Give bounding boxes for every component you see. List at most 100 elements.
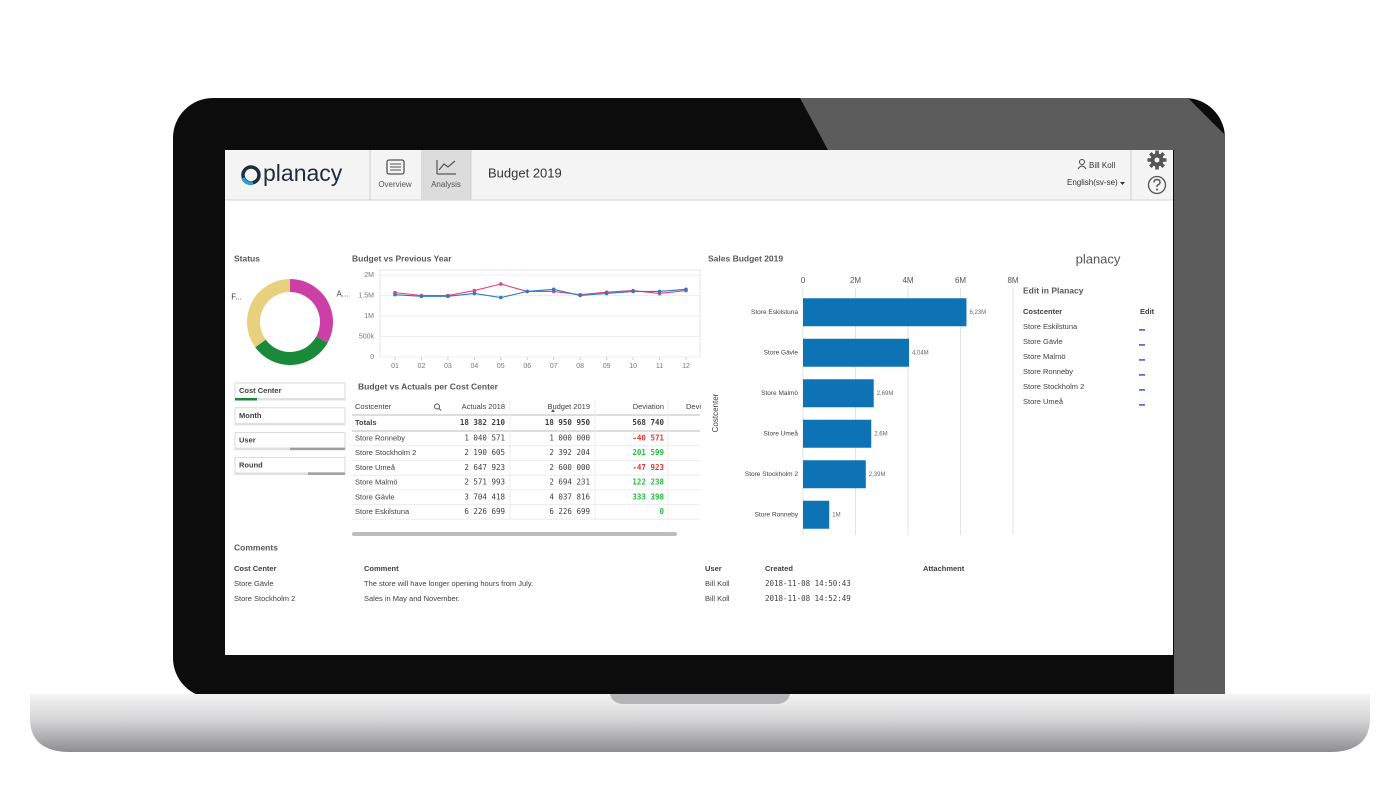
- comment-cell: Store Gävle: [234, 579, 274, 588]
- bar[interactable]: [803, 379, 874, 408]
- filter-track: [235, 398, 345, 401]
- x-tick-label: 05: [497, 363, 505, 370]
- donut-slice[interactable]: [290, 279, 333, 343]
- filter-label[interactable]: Round: [239, 460, 263, 469]
- comment-cell: The store will have longer opening hours…: [364, 579, 533, 588]
- line-point: [446, 294, 450, 299]
- language-select[interactable]: English(sv-se): [1067, 178, 1118, 187]
- table-cell: 2 600 000: [549, 463, 590, 472]
- y-tick-label: Store Malmö: [761, 390, 798, 397]
- x-tick-label: 06: [523, 363, 531, 370]
- base-notch: [610, 694, 790, 704]
- edit-button[interactable]: [1139, 374, 1145, 376]
- panel-logo: planacy: [1076, 251, 1121, 266]
- section-title: Sales Budget 2019: [708, 253, 783, 263]
- slice-label: A...: [336, 290, 348, 299]
- table-cell: 1 000 000: [549, 434, 590, 443]
- y-tick-label: 500k: [359, 333, 375, 340]
- line-point: [657, 289, 662, 294]
- bar[interactable]: [803, 298, 967, 327]
- line-point: [525, 289, 530, 294]
- edit-button[interactable]: [1139, 389, 1145, 391]
- x-tick-label: 02: [418, 363, 426, 370]
- gear-teeth: [1149, 152, 1165, 168]
- settings-icon[interactable]: [1144, 147, 1171, 174]
- x-tick-label: 04: [470, 363, 478, 370]
- edit-row: Store Ronneby: [1023, 367, 1073, 376]
- edit-row: Store Malmö: [1023, 352, 1066, 361]
- user-icon-body: [1077, 165, 1087, 170]
- y-tick-label: 1M: [364, 313, 374, 320]
- column-header[interactable]: Budget 2019: [547, 402, 590, 411]
- gear-hole: [1154, 157, 1160, 163]
- bar[interactable]: [803, 338, 909, 367]
- sort-indicator: [551, 409, 555, 412]
- bar[interactable]: [803, 460, 866, 489]
- bar[interactable]: [803, 419, 872, 448]
- edit-button[interactable]: [1139, 329, 1145, 331]
- filter-progress: [308, 472, 345, 475]
- analysis-icon: [436, 160, 456, 175]
- bezel-reflection: [800, 98, 1225, 696]
- edit-button[interactable]: [1139, 404, 1145, 406]
- table-cell: -47 923: [632, 463, 664, 472]
- totals-cell: Totals: [355, 418, 377, 427]
- column-header[interactable]: Costcenter: [355, 402, 392, 411]
- search-icon[interactable]: [434, 403, 440, 410]
- nav-tab[interactable]: Overview: [378, 180, 412, 189]
- user-name[interactable]: Bill Koll: [1089, 161, 1115, 170]
- value-label: 1M: [832, 512, 840, 518]
- column-header: Cost Center: [234, 564, 277, 573]
- table-cell: 0: [659, 507, 664, 516]
- column-header: Edit: [1140, 307, 1155, 316]
- donut-slice[interactable]: [246, 279, 290, 348]
- y-tick-label: Store Gävle: [764, 349, 799, 356]
- nav-tab[interactable]: Analysis: [431, 180, 461, 189]
- y-tick-label: 2M: [364, 272, 374, 279]
- comment-cell: Store Stockholm 2: [234, 594, 295, 603]
- edit-button[interactable]: [1139, 344, 1145, 346]
- table-cell: Store Gävle: [355, 492, 395, 501]
- app-title: Budget 2019: [488, 165, 562, 180]
- column-header[interactable]: Actuals 2018: [462, 402, 505, 411]
- y-tick-label: 0: [370, 354, 374, 361]
- filter-progress: [290, 447, 345, 451]
- x-tick-label: 12: [682, 363, 690, 370]
- x-tick-label: 11: [656, 363, 663, 370]
- filter-label[interactable]: Month: [239, 411, 262, 420]
- edit-row: Store Eskilstuna: [1023, 322, 1078, 331]
- x-tick-label: 2M: [850, 276, 861, 285]
- user-icon: [1079, 159, 1085, 165]
- filter-track: [235, 422, 345, 426]
- table-scrollbar[interactable]: [352, 532, 677, 536]
- laptop-base: [30, 694, 1370, 752]
- section-title: Comments: [234, 542, 278, 552]
- logo[interactable]: planacy: [263, 160, 343, 186]
- value-label: 2,39M: [869, 472, 886, 478]
- column-header[interactable]: Devi: [686, 402, 701, 411]
- toolbar: [225, 150, 1173, 200]
- line-series: [394, 288, 687, 299]
- axis-title: Costcenter: [711, 393, 720, 432]
- tab-selected[interactable]: [421, 150, 471, 200]
- table-cell: 2 647 923: [464, 463, 505, 472]
- filter-label[interactable]: User: [239, 436, 256, 445]
- dropdown-caret: [1120, 182, 1125, 185]
- edit-button[interactable]: [1139, 359, 1145, 361]
- column-header[interactable]: Deviation: [633, 402, 664, 411]
- filter-label[interactable]: Cost Center: [239, 386, 282, 395]
- bar[interactable]: [803, 500, 830, 529]
- x-tick-label: 09: [603, 363, 611, 370]
- help-icon[interactable]: [1147, 175, 1167, 195]
- filter-track: [235, 472, 345, 475]
- section-title: Edit in Planacy: [1023, 285, 1084, 295]
- help-glyph: [1153, 178, 1161, 188]
- table-cell: 201 599: [632, 448, 664, 457]
- table-cell: 2 694 231: [549, 478, 590, 487]
- donut-slice[interactable]: [255, 336, 328, 366]
- table-cell: Store Ronneby: [355, 433, 405, 442]
- value-label: 2,6M: [874, 431, 887, 437]
- totals-cell: 568 740: [632, 418, 664, 427]
